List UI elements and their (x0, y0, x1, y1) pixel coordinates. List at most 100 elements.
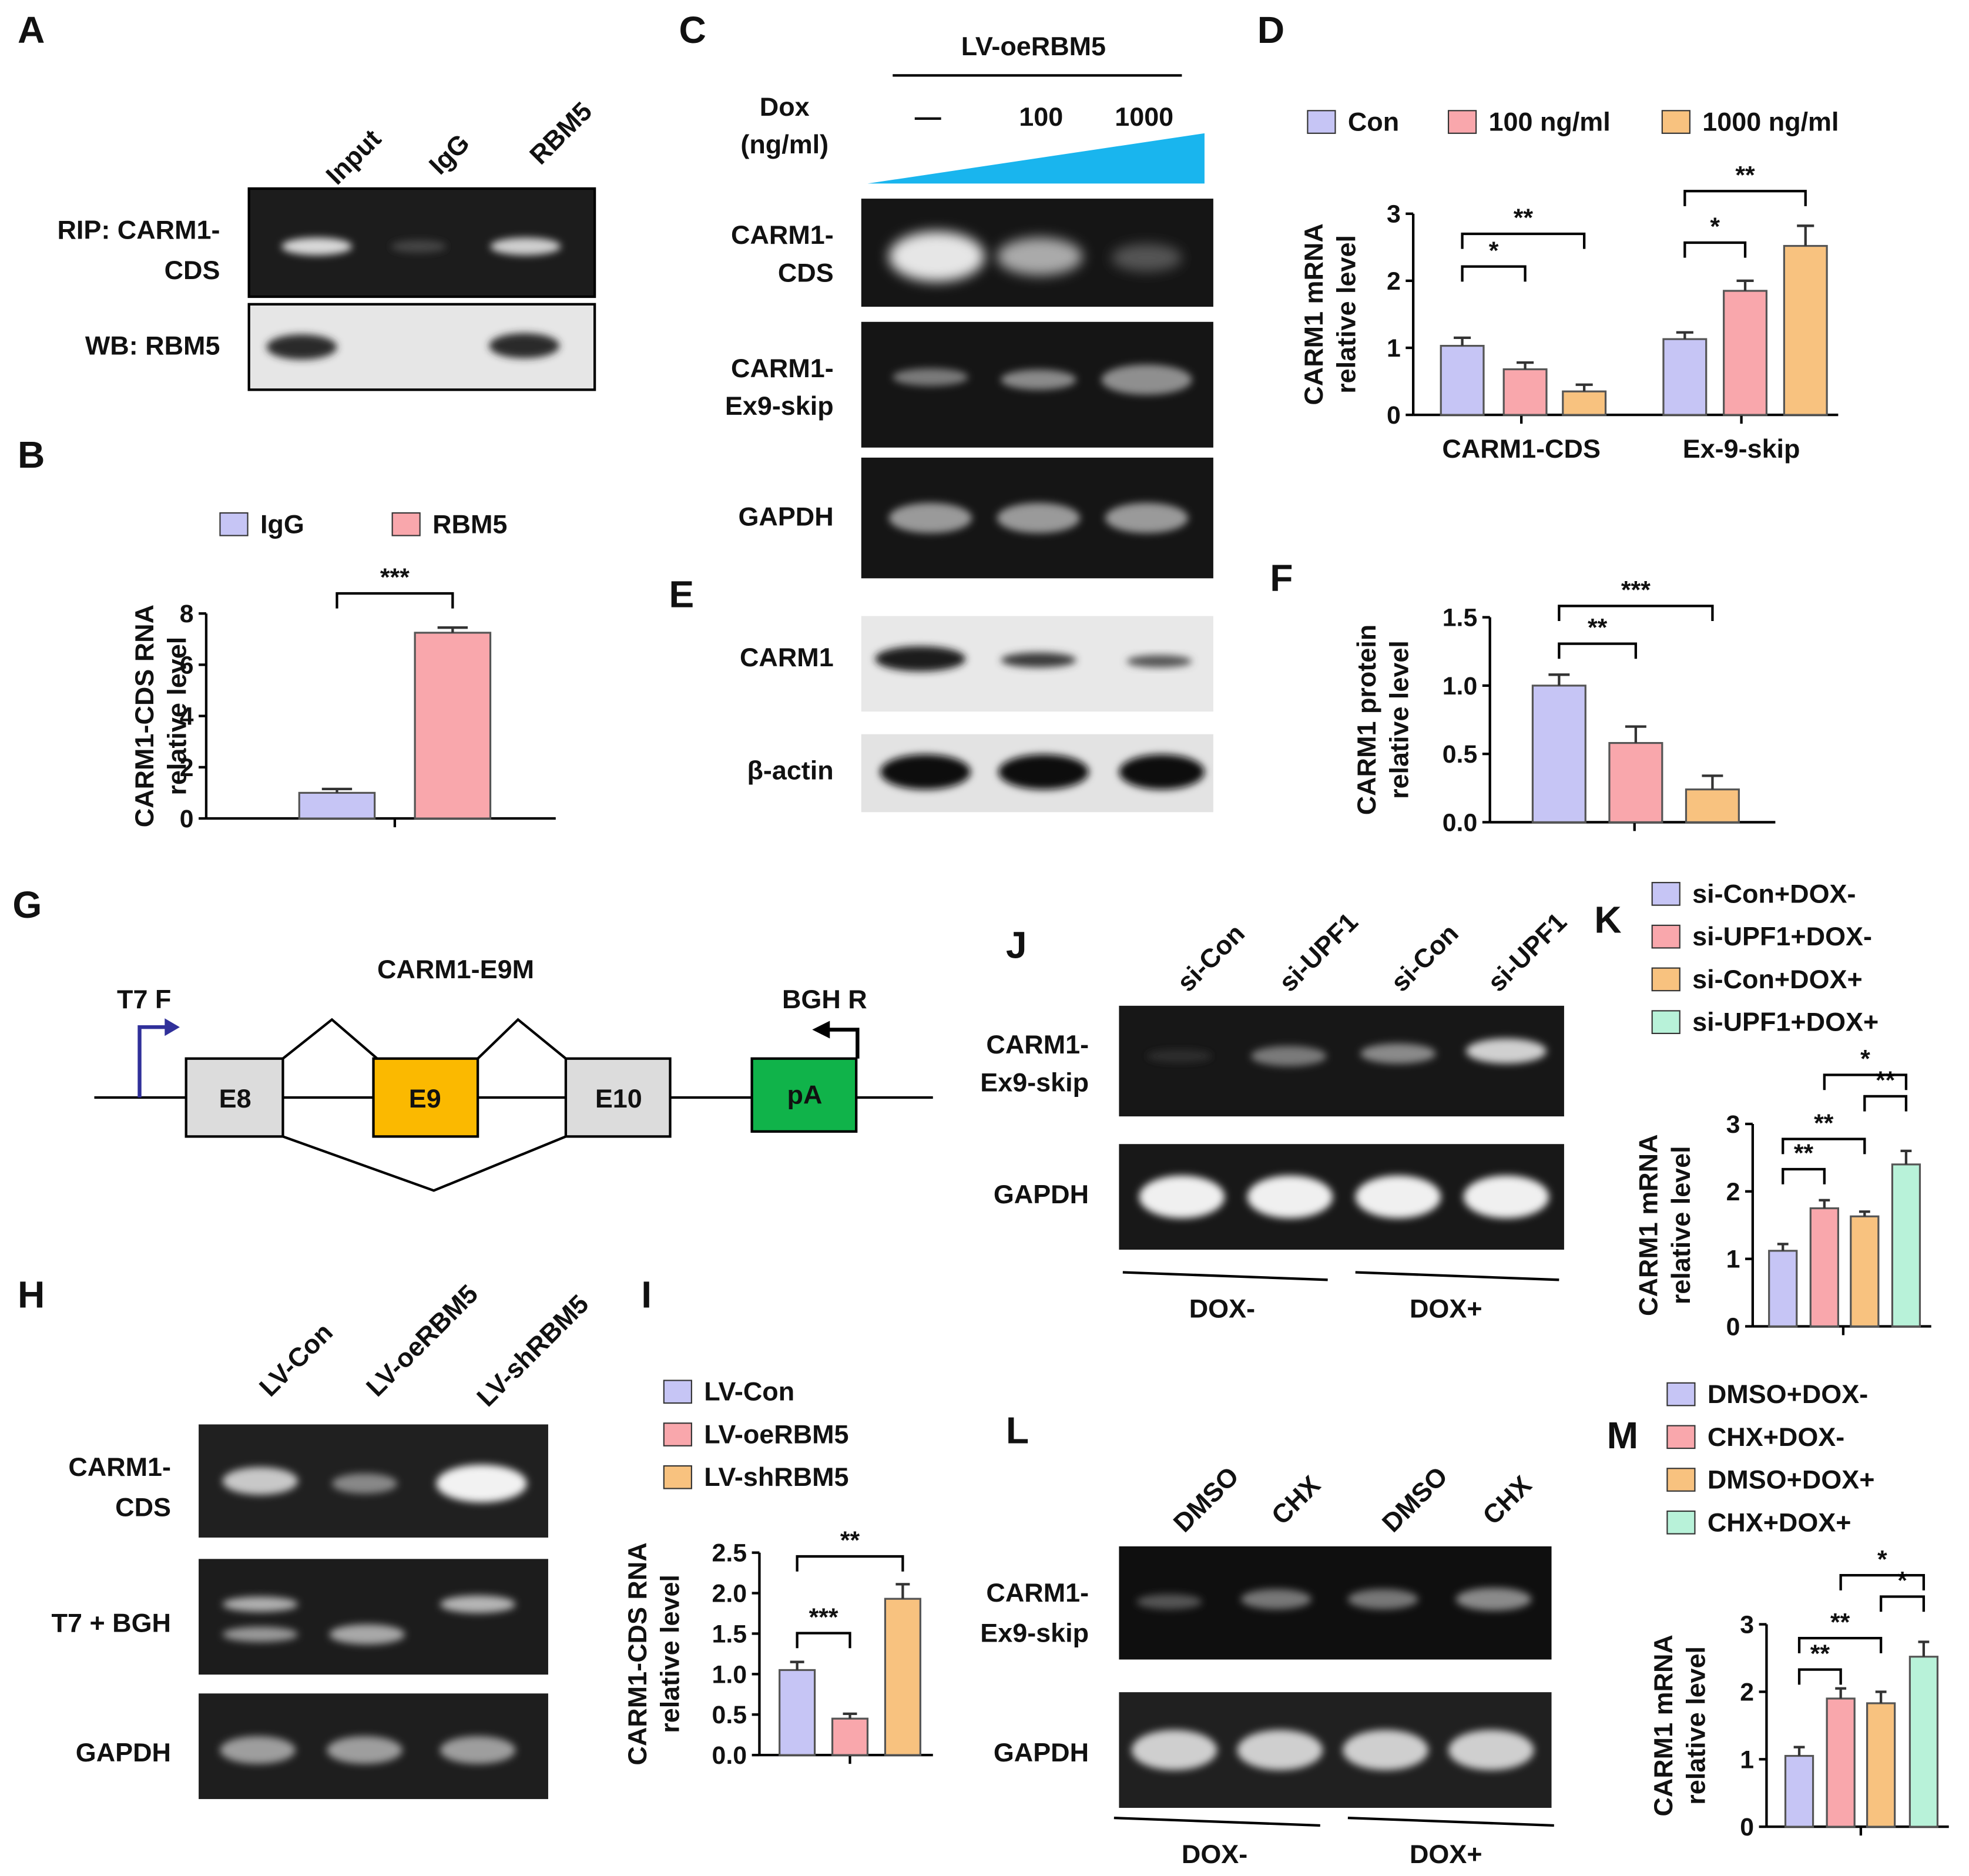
legend-swatch (1651, 882, 1680, 906)
panel-label-h: H (18, 1273, 45, 1315)
gel-band (1360, 1043, 1436, 1064)
gel-band (222, 1467, 298, 1495)
significance-bracket (1880, 1595, 1926, 1612)
gel-band (331, 1473, 398, 1494)
legend-i: LV-Con LV-oeRBM5 LV-shRBM5 (663, 1377, 849, 1492)
gel-band (329, 1624, 405, 1645)
row-label: RIP: CARM1-CDS (57, 215, 220, 285)
significance-label: * (1489, 237, 1499, 265)
bar (1608, 741, 1663, 824)
bar (414, 632, 492, 820)
box-label: E10 (595, 1083, 642, 1113)
panel-l-gel: DMSO CHX DMSO CHX CARM1-Ex9-skip GAPDH D… (980, 1461, 1554, 1869)
arrowhead-icon (812, 1021, 830, 1039)
dose-label: 100 (1019, 102, 1063, 132)
significance-bracket (1461, 232, 1586, 249)
legend-label: si-Con+DOX+ (1692, 964, 1863, 994)
y-tick-label: 2 (180, 754, 194, 782)
gel-band (440, 1736, 516, 1764)
gel-band (222, 1596, 298, 1612)
y-tick-label: 0.5 (1443, 740, 1477, 768)
significance-bracket (1797, 1637, 1883, 1653)
lane-label: IgG (423, 128, 475, 180)
group-line (1355, 1271, 1559, 1281)
legend-label: CHX+DOX+ (1708, 1507, 1851, 1537)
panel-label-g: G (12, 884, 42, 926)
gel-band (436, 1464, 527, 1503)
y-axis-label: CARM1-CDS RNA (129, 605, 159, 827)
lane-label: CHX (1266, 1470, 1326, 1531)
gel-band (1247, 1175, 1333, 1219)
box-label: pA (787, 1080, 823, 1110)
primer-label: BGH R (782, 984, 867, 1014)
panel-label-l: L (1006, 1409, 1029, 1451)
blot-band (489, 333, 560, 358)
panel-g-diagram: CARM1-E9M E8 E9 E10 pA T7 F BGH R (94, 954, 933, 1192)
dox-label: Dox (ng/ml) (740, 92, 828, 159)
legend-label: 100 ng/ml (1489, 107, 1611, 137)
significance-label: ** (840, 1526, 860, 1555)
y-axis-label: relative level (655, 1575, 685, 1733)
y-tick-label: 0.0 (712, 1741, 747, 1770)
significance-label: ** (1735, 161, 1755, 189)
bar (1531, 684, 1586, 824)
splice-line (282, 1135, 566, 1192)
legend-swatch (1651, 967, 1680, 992)
lane-label: si-UPF1 (1482, 907, 1572, 997)
significance-label: *** (380, 563, 410, 592)
significance-bracket (1823, 1073, 1908, 1090)
y-tick-label: 1.5 (712, 1620, 747, 1648)
x-tick-label: Ex-9-skip (1683, 434, 1800, 464)
significance-label: ** (1810, 1640, 1830, 1668)
blot-band (875, 646, 966, 672)
dose-ramp (867, 133, 1205, 184)
y-tick-label: 0.0 (1443, 808, 1477, 837)
y-axis-label: CARM1-CDS RNA (622, 1542, 652, 1765)
legend-label: DMSO+DOX- (1708, 1379, 1868, 1409)
row-label: T7 + BGH (52, 1607, 171, 1637)
blot-band (1126, 655, 1192, 668)
y-axis-label: relative level (1681, 1646, 1711, 1805)
group-line (1347, 1817, 1554, 1827)
significance-label: ** (1876, 1066, 1896, 1095)
reverse-primer-arrow (827, 1028, 860, 1059)
y-axis-label: CARM1 mRNA (1648, 1635, 1678, 1816)
gel-band (997, 237, 1083, 276)
bar (1784, 1754, 1814, 1828)
gel-band (1240, 1589, 1311, 1609)
panel-label-f: F (1270, 557, 1293, 599)
row-label: CARM1-Ex9-skip (725, 353, 834, 421)
significance-bracket (796, 1555, 904, 1572)
y-tick-label: 4 (180, 703, 194, 731)
group-label: DOX+ (1410, 1839, 1482, 1869)
bar (1723, 290, 1768, 416)
splice-line (282, 1018, 378, 1060)
gel-band (888, 502, 972, 533)
legend-label: LV-oeRBM5 (704, 1419, 848, 1449)
y-axis-label: CARM1 protein (1351, 625, 1381, 815)
legend-label: Con (1348, 107, 1399, 137)
bar (1908, 1656, 1939, 1828)
y-axis-label: relative level (1384, 640, 1414, 799)
y-tick-label: 2 (1740, 1678, 1754, 1706)
forward-primer-arrow (137, 1025, 167, 1098)
gel-band (1101, 364, 1192, 395)
y-tick-label: 1.0 (1443, 672, 1477, 700)
y-tick-label: 1.0 (712, 1660, 747, 1689)
blot-band (998, 754, 1089, 790)
lane-label: LV-oeRBM5 (360, 1278, 484, 1402)
panel-label-c: C (679, 9, 706, 51)
panel-c-gel: LV-oeRBM5 Dox (ng/ml) — 100 1000 CARM1-CD… (725, 31, 1213, 579)
blot-band (1119, 754, 1205, 790)
lane-label: DMSO (1168, 1461, 1245, 1538)
bar (1768, 1250, 1798, 1328)
box-label: E9 (409, 1083, 441, 1113)
blot-band (880, 754, 971, 790)
bar (1850, 1215, 1880, 1328)
significance-label: * (1710, 213, 1720, 241)
legend-label: si-UPF1+DOX- (1692, 921, 1872, 951)
gel-band (440, 1595, 516, 1613)
y-tick-label: 0.5 (712, 1701, 747, 1729)
